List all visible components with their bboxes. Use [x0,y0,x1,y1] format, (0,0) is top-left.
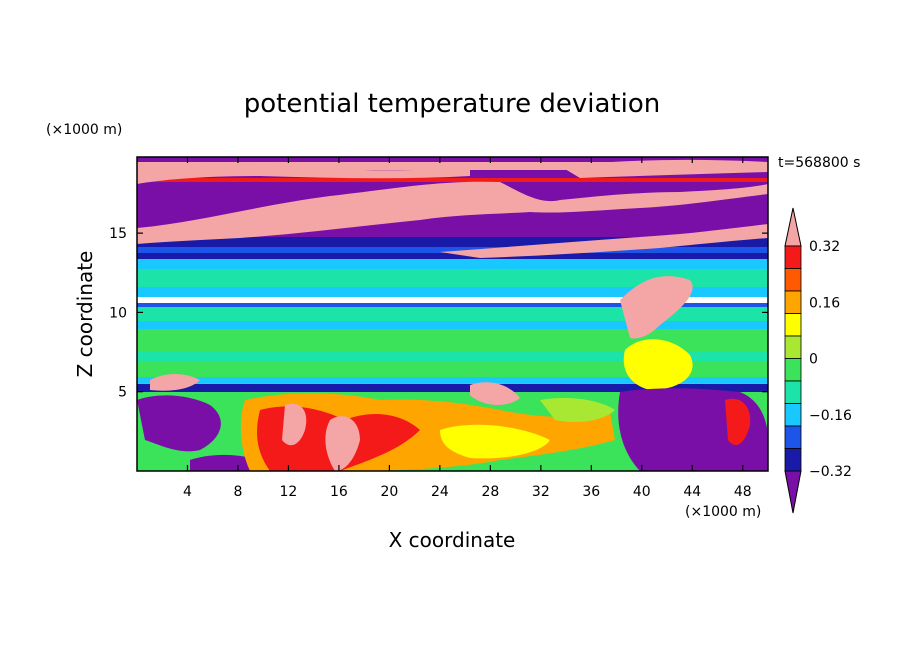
yellow-blob [623,339,693,390]
layer-darkblue-2 [137,384,768,392]
colorbar-label: −0.16 [809,408,852,424]
x-unit-label: (×1000 m) [685,504,761,520]
layer-aqua-2 [137,307,768,321]
chart-title: potential temperature deviation [244,89,660,119]
layer-blue [137,247,768,253]
colorbar-label: −0.32 [809,464,852,480]
pink-sheet-upper [137,181,768,244]
lightgreen-patch [540,398,615,422]
yellow-plumes [440,424,550,459]
x-tick-label: 4 [183,484,192,500]
colorbar: 0.32 0.16 0 −0.16 −0.32 [784,207,852,514]
y-ticks: 5 10 15 [109,226,768,401]
layer-aqua [137,269,768,287]
heatmap-field [137,157,768,471]
colorbar-max-extension [784,207,802,247]
x-ticks: 4 8 12 16 20 24 28 32 36 40 44 48 [183,157,752,500]
layer-cyan-2 [137,287,768,297]
x-tick-label: 44 [683,484,701,500]
purple-lower-left [137,395,221,452]
colorbar-segment [784,313,802,337]
colorbar-min-extension [784,470,802,514]
y-unit-label: (×1000 m) [46,122,122,138]
y-tick-label: 10 [109,305,127,321]
pink-sheet-top [137,165,470,184]
colorbar-segment [784,358,802,382]
red-right-blob [725,398,751,445]
colorbar-segment [784,380,802,404]
time-label: t=568800 s [778,155,860,171]
y-axis-label: Z coordinate [73,251,97,378]
layer-top-band-1 [137,162,768,170]
colorbar-segment [784,448,802,472]
x-tick-label: 32 [532,484,550,500]
colorbar-segment [784,425,802,449]
layer-cyan-4 [137,377,768,383]
x-tick-label: 36 [582,484,600,500]
plot-frame [136,156,769,472]
x-tick-label: 48 [734,484,752,500]
pink-blob-left [150,374,200,391]
x-tick-label: 28 [481,484,499,500]
x-tick-label: 40 [633,484,651,500]
layer-cyan-1 [137,259,768,269]
y-tick-label: 15 [109,226,127,242]
x-tick-label: 24 [431,484,449,500]
colorbar-label: 0.16 [809,295,840,311]
pink-top-right [560,159,768,178]
pink-plumes [282,403,360,471]
x-axis-label: X coordinate [389,528,516,552]
x-tick-label: 8 [233,484,242,500]
layer-top-band-2 [137,178,768,182]
pink-plume [620,276,693,339]
pink-blob-mid [470,382,520,406]
x-tick-label: 12 [280,484,298,500]
layer-blue-thin [137,303,768,307]
y-tick-label: 5 [118,385,127,401]
colorbar-label: 0 [809,352,818,368]
x-tick-label: 20 [380,484,398,500]
colorbar-segment [784,403,802,427]
layer-cyan-3 [137,321,768,329]
pink-sheet-lower [440,224,768,258]
colorbar-segment [784,245,802,269]
layer-aqua-3 [137,352,768,362]
colorbar-segment [784,290,802,314]
colorbar-segment [784,335,802,359]
colorbar-label: 0.32 [809,239,840,255]
colorbar-segment [784,268,802,292]
x-tick-label: 16 [330,484,348,500]
